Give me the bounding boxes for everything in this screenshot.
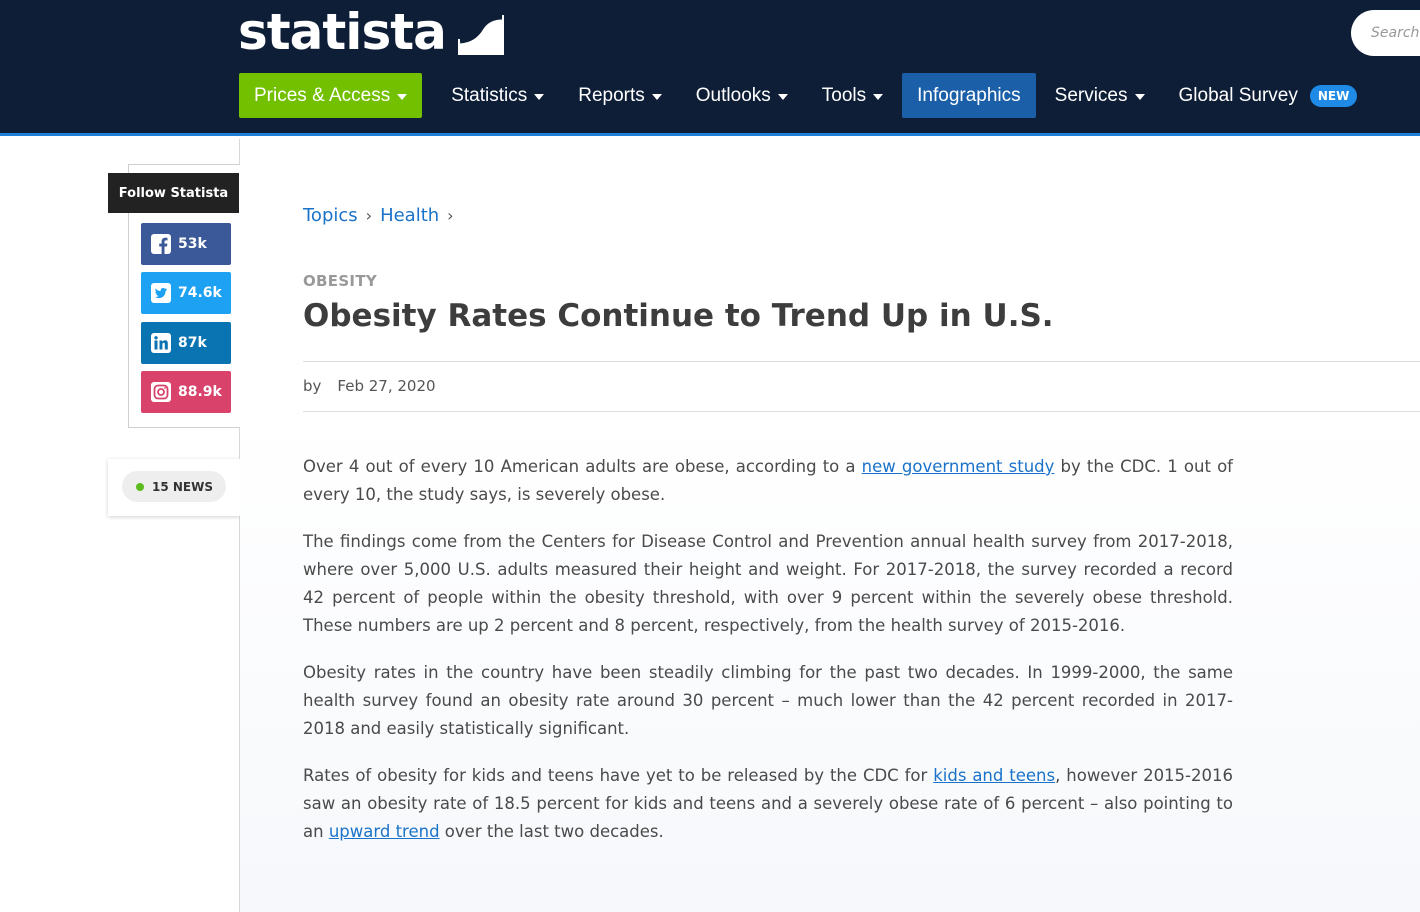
linkedin-follow-button[interactable]: 87k xyxy=(141,322,231,364)
caret-down-icon xyxy=(1134,93,1145,100)
byline-by: by xyxy=(303,377,322,395)
nav-prices-access[interactable]: Prices & Access xyxy=(239,73,423,118)
search-box[interactable] xyxy=(1351,10,1420,56)
news-count-button[interactable]: 15 NEWS xyxy=(122,471,226,502)
article-date: Feb 27, 2020 xyxy=(337,377,436,395)
article-kicker: OBESITY xyxy=(303,272,378,290)
twitter-follow-button[interactable]: 74.6k xyxy=(141,272,231,314)
government-study-link[interactable]: new government study xyxy=(861,457,1055,476)
nav-outlooks[interactable]: Outlooks xyxy=(681,73,803,118)
article-paragraph: Obesity rates in the country have been s… xyxy=(303,663,1233,738)
live-dot-icon xyxy=(136,482,144,491)
news-box: 15 NEWS xyxy=(108,459,240,516)
nav-label: Global Survey xyxy=(1178,84,1298,106)
new-badge: NEW xyxy=(1309,84,1358,107)
statista-logo-mark-icon xyxy=(457,9,504,55)
nav-tools[interactable]: Tools xyxy=(807,73,898,118)
nav-statistics[interactable]: Statistics xyxy=(436,73,559,118)
nav-label: Tools xyxy=(821,84,867,106)
article-paragraph: The findings come from the Centers for D… xyxy=(303,532,1233,635)
paragraph-text: , however 2015-2016 saw an obesity rate … xyxy=(303,766,1234,841)
statista-logo[interactable]: statista xyxy=(238,6,504,58)
instagram-icon xyxy=(151,382,171,402)
nav-label: Prices & Access xyxy=(254,84,391,106)
upward-trend-link[interactable]: upward trend xyxy=(328,822,440,841)
site-header: statista Prices & Access Statistics Repo… xyxy=(0,0,1420,136)
nav-global-survey[interactable]: Global Survey NEW xyxy=(1164,73,1373,118)
nav-infographics[interactable]: Infographics xyxy=(902,73,1036,118)
nav-label: Infographics xyxy=(917,84,1021,106)
linkedin-count: 87k xyxy=(178,335,207,351)
twitter-icon xyxy=(151,283,171,303)
paragraph-text: over the last two decades. xyxy=(439,822,664,841)
nav-services[interactable]: Services xyxy=(1040,73,1160,118)
twitter-count: 74.6k xyxy=(178,285,222,301)
caret-down-icon xyxy=(534,93,545,100)
divider xyxy=(303,411,1420,412)
facebook-follow-button[interactable]: 53k xyxy=(141,223,231,265)
nav-label: Statistics xyxy=(451,84,528,106)
breadcrumb: Topics › Health › xyxy=(303,205,462,226)
breadcrumb-topics[interactable]: Topics xyxy=(303,205,358,226)
caret-down-icon xyxy=(777,93,788,100)
kids-and-teens-link[interactable]: kids and teens xyxy=(933,766,1056,785)
caret-down-icon xyxy=(397,93,408,100)
instagram-count: 88.9k xyxy=(178,384,222,400)
nav-label: Services xyxy=(1054,84,1128,106)
article-paragraph: Rates of obesity for kids and teens have… xyxy=(303,762,1233,846)
follow-statista-title: Follow Statista xyxy=(108,173,239,213)
breadcrumb-health[interactable]: Health xyxy=(380,205,440,226)
divider xyxy=(303,361,1420,362)
nav-label: Outlooks xyxy=(695,84,771,106)
article-title: Obesity Rates Continue to Trend Up in U.… xyxy=(303,298,1054,334)
paragraph-text: Rates of obesity for kids and teens have… xyxy=(303,766,934,785)
facebook-count: 53k xyxy=(178,236,207,252)
caret-down-icon xyxy=(651,93,662,100)
linkedin-icon xyxy=(151,333,171,353)
news-label: 15 NEWS xyxy=(152,479,213,494)
nav-label: Reports xyxy=(578,84,645,106)
main-nav: Prices & Access Statistics Reports Outlo… xyxy=(239,73,1376,118)
byline: by Feb 27, 2020 xyxy=(303,377,436,395)
breadcrumb-separator-icon: › xyxy=(365,206,373,225)
logo-text: statista xyxy=(238,3,447,61)
article-paragraph: Over 4 out of every 10 American adults a… xyxy=(303,453,1233,509)
paragraph-text: by the CDC. 1 out of every 10, the study… xyxy=(303,457,1233,504)
search-input[interactable] xyxy=(1371,25,1420,41)
paragraph-text: Over 4 out of every 10 American adults a… xyxy=(303,457,862,476)
facebook-icon xyxy=(151,234,171,254)
nav-reports[interactable]: Reports xyxy=(563,73,677,118)
article-body: Over 4 out of every 10 American adults a… xyxy=(303,453,1233,865)
breadcrumb-separator-icon: › xyxy=(447,206,454,225)
sidebar-divider xyxy=(239,139,240,912)
content-background xyxy=(240,412,1420,912)
caret-down-icon xyxy=(873,93,884,100)
instagram-follow-button[interactable]: 88.9k xyxy=(141,371,231,413)
